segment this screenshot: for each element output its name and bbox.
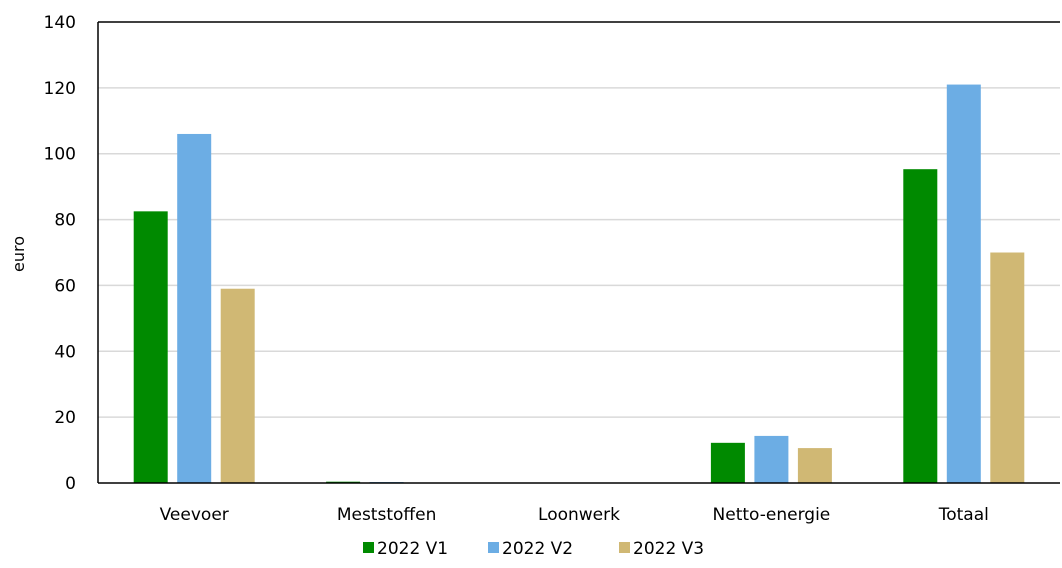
bar-veevoer-series-2: [177, 133, 212, 483]
y-tick-label: 100: [44, 145, 76, 165]
legend-label-series-1: 2022 V1: [377, 539, 448, 559]
bar-netto-energie-series-3: [797, 448, 832, 483]
legend-label-series-2: 2022 V2: [502, 539, 573, 559]
y-axis-title: euro: [9, 236, 28, 272]
axes: [97, 21, 1060, 484]
x-tick-label: Veevoer: [160, 505, 229, 525]
y-tick-label: 40: [54, 342, 76, 362]
bar-totaal-series-3: [990, 252, 1025, 483]
x-tick-label: Netto-energie: [713, 505, 831, 525]
legend: 2022 V1 2022 V2 2022 V3: [363, 539, 704, 559]
y-tick-label: 0: [65, 474, 76, 494]
legend-swatch-series-1: [363, 542, 374, 553]
bar-netto-energie-series-2: [754, 435, 789, 483]
y-tick-label: 80: [54, 211, 76, 231]
x-axis-ticks: Veevoer Meststoffen Loonwerk Netto-energie T…: [160, 505, 989, 525]
legend-swatch-series-2: [488, 542, 499, 553]
bars: [133, 84, 1025, 484]
legend-label-series-3: 2022 V3: [633, 539, 704, 559]
bar-veevoer-series-3: [220, 288, 255, 483]
gridlines: [98, 87, 1060, 418]
x-tick-label: Totaal: [938, 505, 989, 525]
bar-totaal-series-1: [903, 169, 938, 483]
bar-netto-energie-series-1: [710, 442, 745, 483]
y-tick-label: 20: [54, 408, 76, 428]
bar-totaal-series-2: [946, 84, 981, 484]
legend-swatch-series-3: [619, 542, 630, 553]
y-tick-label: 120: [44, 79, 76, 99]
y-axis-ticks: 0 20 40 60 80 100 120 140: [44, 13, 76, 494]
y-tick-label: 140: [44, 13, 76, 33]
y-tick-label: 60: [54, 276, 76, 296]
x-tick-label: Meststoffen: [337, 505, 437, 525]
bar-veevoer-series-1: [133, 211, 168, 483]
x-tick-label: Loonwerk: [538, 505, 620, 525]
